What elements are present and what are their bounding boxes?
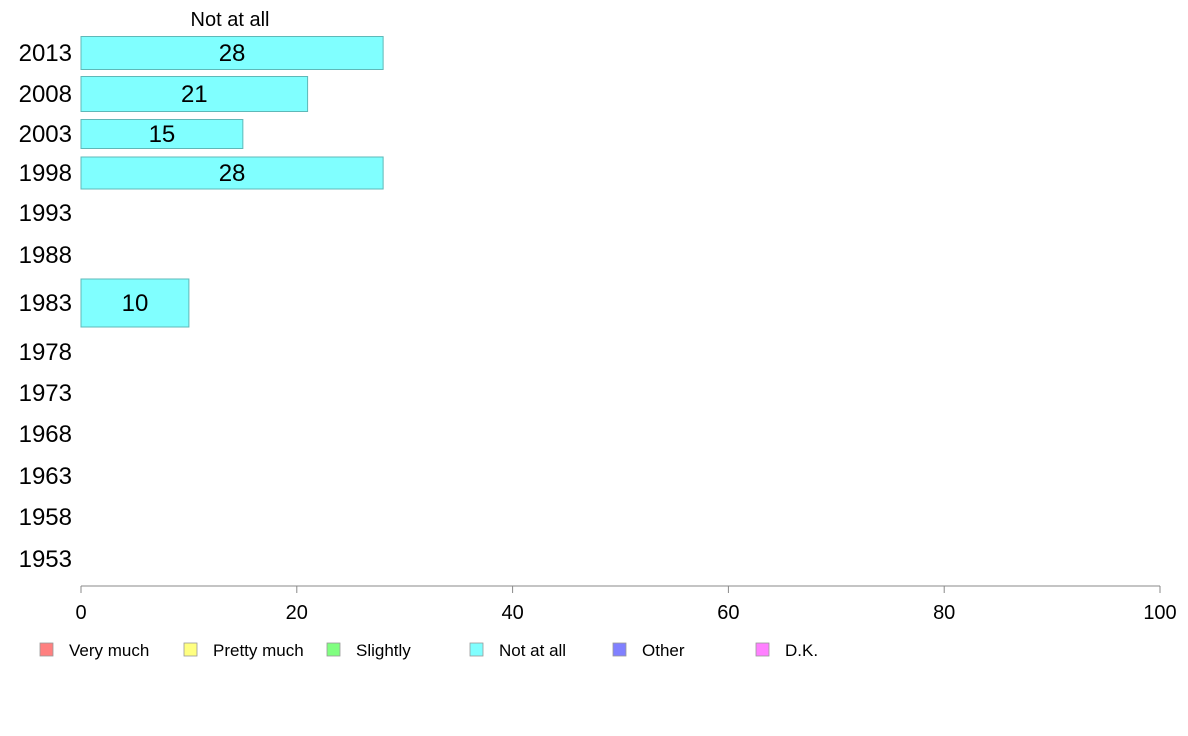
bar-value-label: 10 xyxy=(122,290,149,317)
legend-label: Not at all xyxy=(499,641,566,660)
year-label: 1983 xyxy=(19,290,72,317)
chart-title: Not at all xyxy=(191,9,270,31)
legend-swatch xyxy=(183,642,198,657)
bar xyxy=(80,76,309,112)
year-label: 1953 xyxy=(19,546,72,573)
year-label: 2008 xyxy=(19,81,72,108)
year-label: 1978 xyxy=(19,339,72,366)
x-tick-label: 40 xyxy=(501,602,523,624)
bar xyxy=(80,156,384,190)
year-label: 2013 xyxy=(19,40,72,67)
bar xyxy=(80,36,384,70)
legend-label: Other xyxy=(642,641,685,660)
legend-label: D.K. xyxy=(785,641,818,660)
legend-label: Very much xyxy=(69,641,149,660)
year-label: 1968 xyxy=(19,421,72,448)
x-tick-label: 20 xyxy=(286,602,308,624)
x-tick-label: 80 xyxy=(933,602,955,624)
legend-swatch xyxy=(39,642,54,657)
year-label: 1973 xyxy=(19,380,72,407)
year-label: 2003 xyxy=(19,121,72,148)
year-label: 1963 xyxy=(19,463,72,490)
legend-swatch xyxy=(755,642,770,657)
legend-swatch xyxy=(326,642,341,657)
x-axis: 0 20 40 60 80 100 xyxy=(75,585,1177,624)
bar-value-label: 28 xyxy=(219,160,246,187)
bar-value-label: 28 xyxy=(219,40,246,67)
year-labels-layer: 2013 2008 2003 1998 1993 1988 1983 1978 1973 1968… xyxy=(19,40,72,573)
legend-label: Slightly xyxy=(356,641,411,660)
x-tick-label: 0 xyxy=(75,602,86,624)
legend: Very much Pretty much Slightly Not at all Ot… xyxy=(39,641,818,660)
legend-swatch xyxy=(469,642,484,657)
bar xyxy=(80,119,244,149)
x-tick-label: 60 xyxy=(717,602,739,624)
bar-value-label: 15 xyxy=(149,121,176,148)
legend-swatch xyxy=(612,642,627,657)
x-tick-label: 100 xyxy=(1143,602,1176,624)
bar-value-label: 21 xyxy=(181,81,208,108)
year-label: 1998 xyxy=(19,160,72,187)
year-label: 1958 xyxy=(19,504,72,531)
legend-label: Pretty much xyxy=(213,641,304,660)
year-label: 1993 xyxy=(19,200,72,227)
bar xyxy=(80,278,190,328)
year-label: 1988 xyxy=(19,242,72,269)
